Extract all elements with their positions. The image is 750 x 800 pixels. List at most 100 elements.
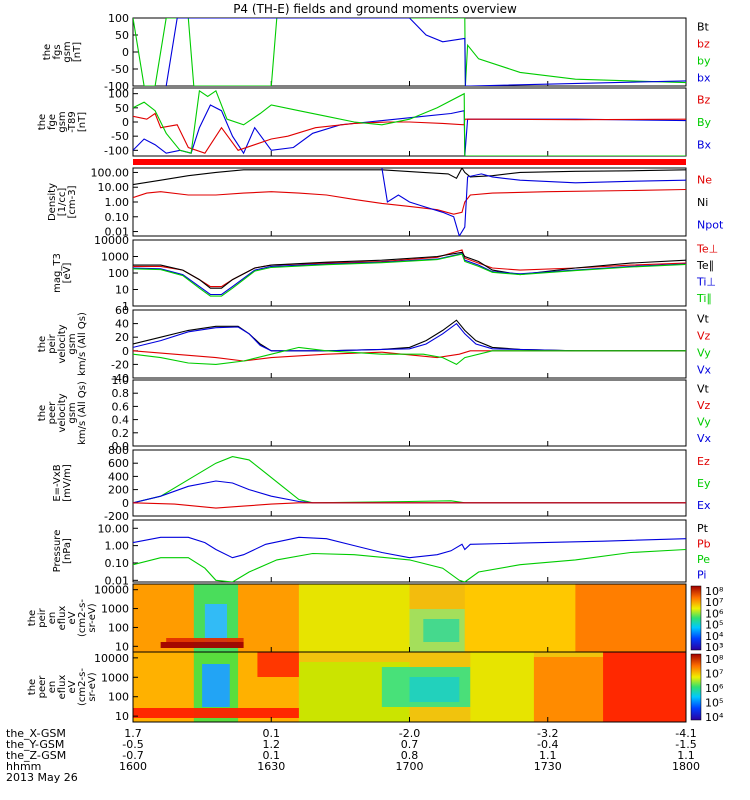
- legend-entry: Vy: [697, 347, 711, 360]
- x-tick-label: 1700: [396, 760, 424, 773]
- y-tick-label: 0.8: [112, 387, 130, 400]
- y-tick-label: 50: [115, 29, 129, 42]
- series-efield-Ez: [133, 502, 686, 509]
- legend-entry: Bz: [697, 93, 711, 106]
- y-tick-label: 60: [115, 304, 129, 317]
- spectrogram-cell: [533, 657, 604, 722]
- y-axis-label: [1/cc]: [57, 188, 68, 217]
- y-axis-label: the: [37, 336, 48, 352]
- y-axis-label: peer: [37, 675, 48, 699]
- legend-entry: Ex: [697, 499, 711, 512]
- legend-entry: Vt: [697, 313, 710, 326]
- colorbar-tick-label: 10⁵: [705, 619, 723, 632]
- x-tick-label: -0.4: [537, 738, 558, 751]
- y-tick-label: 100: [108, 267, 129, 280]
- legend-entry: by: [697, 55, 711, 68]
- x-tick-label: 0.8: [401, 749, 419, 762]
- legend-entry: bz: [697, 38, 710, 51]
- y-axis-label: gsm: [67, 402, 78, 423]
- panel-temperature: 10000 1000 100 10 1 mag_T3 [eV] Te⊥ Te∥ Ti⊥ Ti∥: [52, 234, 718, 313]
- series-density-Ni: [133, 168, 686, 186]
- colorbar-tick-label: 10⁶: [705, 607, 724, 620]
- y-axis-label: eV: [67, 680, 78, 693]
- legend-entry: By: [697, 116, 712, 129]
- y-axis-label: [nT]: [72, 42, 83, 62]
- spectrogram-cell: [575, 584, 686, 652]
- x-tick-label: 0.1: [263, 749, 281, 762]
- footer-row-label: hhmm: [6, 760, 41, 773]
- panel-frame: [132, 379, 687, 447]
- legend-entry: Vx: [697, 364, 712, 377]
- y-tick-label: 10: [115, 284, 129, 297]
- legend-entry: bx: [697, 72, 711, 85]
- legend-entry: Te⊥: [696, 242, 718, 255]
- legend-entry: Pi: [697, 568, 706, 581]
- y-tick-label: 10000: [94, 584, 129, 597]
- series-fgs-bx: [165, 18, 686, 86]
- y-axis-label: fgs: [52, 44, 63, 59]
- x-tick-label: 0.7: [401, 738, 419, 751]
- y-tick-label: -20: [111, 358, 129, 371]
- series-fge-By: [133, 89, 686, 156]
- y-axis-label: km/s (All Qs): [77, 312, 88, 376]
- y-tick-label: 1000: [101, 603, 129, 616]
- series-density-Ne: [133, 188, 686, 215]
- legend-entry: Pt: [697, 522, 709, 535]
- y-axis-label: peer: [47, 401, 58, 425]
- y-tick-label: 0.01: [105, 226, 130, 239]
- spectrogram-cell: [409, 677, 460, 702]
- y-tick-label: 0: [122, 345, 129, 358]
- spectrogram-cell: [470, 652, 534, 722]
- x-tick-label: -1.5: [675, 738, 696, 751]
- y-axis-label: [cm-3]: [67, 185, 78, 218]
- legend-entry: Ti⊥: [696, 275, 716, 288]
- y-axis-label: E=-VxB: [52, 464, 63, 501]
- y-axis-label: en: [47, 681, 58, 694]
- y-tick-label: 100: [108, 621, 129, 634]
- series-velocity1-Vx: [133, 322, 686, 352]
- y-axis-label: the: [27, 610, 38, 626]
- series-efield-Ey: [133, 456, 686, 504]
- spectrogram-cell: [298, 584, 410, 652]
- y-tick-label: 1000: [101, 251, 129, 264]
- y-tick-label: 0.2: [112, 427, 130, 440]
- footer-row-label: the_Y-GSM: [6, 738, 64, 751]
- legend-entry: Ez: [697, 455, 710, 468]
- spectrogram-cell: [423, 619, 460, 642]
- y-tick-label: 400: [108, 470, 129, 483]
- y-tick-label: 0.4: [112, 414, 130, 427]
- y-tick-label: -40: [111, 372, 129, 385]
- y-tick-label: 0.01: [105, 574, 130, 587]
- y-axis-label: the: [27, 679, 38, 695]
- legend-entry: Bt: [697, 21, 710, 34]
- legend-entry: Vt: [697, 382, 710, 395]
- x-tick-label: 1800: [672, 760, 700, 773]
- y-tick-label: 100: [108, 88, 129, 101]
- y-tick-label: 10: [115, 710, 129, 723]
- y-tick-label: 1000: [101, 671, 129, 684]
- y-axis-label: the: [42, 44, 53, 60]
- spectrogram-cell: [202, 664, 230, 707]
- colorbar-tick-label: 10⁸: [705, 585, 724, 598]
- y-axis-label: peir: [47, 333, 58, 353]
- panel-frame: [132, 519, 687, 583]
- y-tick-label: 1.00: [105, 196, 130, 209]
- y-tick-label: 50: [115, 102, 129, 115]
- x-tick-label: -0.7: [122, 749, 143, 762]
- y-tick-label: 100.00: [91, 166, 130, 179]
- series-temperature-Ti⊥: [133, 252, 686, 296]
- series-temperature-Te∥: [133, 251, 686, 289]
- spectrogram-cell: [603, 652, 686, 722]
- x-tick-label: 1630: [257, 760, 285, 773]
- panel-frame: [132, 449, 687, 517]
- y-tick-label: 200: [108, 484, 129, 497]
- y-tick-label: 100: [108, 691, 129, 704]
- y-tick-label: 0: [122, 497, 129, 510]
- series-pressure-Pe: [133, 548, 686, 582]
- footer-date: 2013 May 26: [6, 771, 78, 784]
- x-tick-label: 0.1: [263, 727, 281, 740]
